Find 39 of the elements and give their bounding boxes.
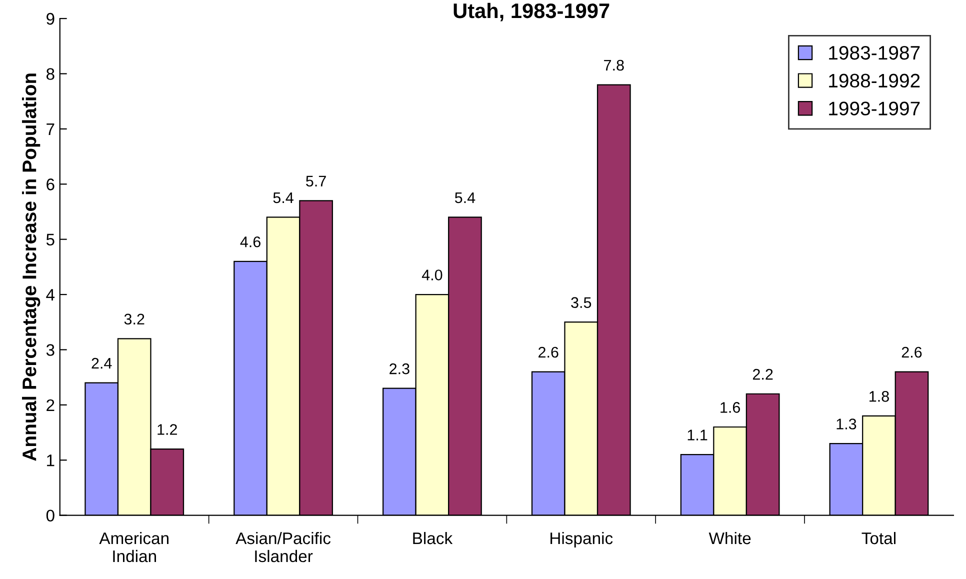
data-label: 4.0 xyxy=(422,270,442,280)
y-tick-label: 5 xyxy=(46,234,54,246)
data-label: 3.5 xyxy=(571,297,592,308)
y-tick-label: 6 xyxy=(46,178,54,190)
chart-title: Utah, 1983-1997 xyxy=(454,2,610,22)
y-tick-label: 0 xyxy=(46,510,54,522)
data-label: 2.2 xyxy=(752,368,773,380)
data-label: 1.6 xyxy=(720,402,740,413)
data-label: 2.3 xyxy=(390,363,410,374)
data-label: 2.4 xyxy=(92,358,112,369)
data-label: 1.1 xyxy=(688,430,708,440)
data-label: 1.2 xyxy=(158,424,177,435)
x-tick-label: White xyxy=(708,532,751,544)
y-tick-label: 1 xyxy=(47,454,54,466)
x-tick-label: Black xyxy=(413,532,453,544)
y-tick-label: 2 xyxy=(46,399,54,411)
legend-label: 1983-1987 xyxy=(829,46,920,60)
data-label: 3.2 xyxy=(124,314,144,325)
y-axis-title: Annual Percentage Increase in Population xyxy=(22,74,40,461)
y-tick-label: 3 xyxy=(46,344,54,356)
y-tick-label: 8 xyxy=(46,68,54,80)
y-tick-label: 7 xyxy=(46,123,54,135)
x-tick-label: Total xyxy=(862,532,896,544)
y-tick-label: 9 xyxy=(46,12,54,25)
x-tick-label: American Indian xyxy=(99,532,168,562)
data-label: 5.4 xyxy=(454,192,476,204)
x-tick-label: Hispanic xyxy=(550,532,613,548)
data-label: 1.8 xyxy=(870,391,889,402)
legend-label: 1993-1997 xyxy=(829,102,920,116)
data-label: 5.7 xyxy=(306,176,326,187)
data-label: 2.6 xyxy=(902,346,922,358)
data-label: 2.6 xyxy=(538,346,558,358)
data-label: 7.8 xyxy=(604,60,624,71)
y-tick-label: 4 xyxy=(46,289,55,301)
x-tick-label: Asian/Pacific Islander xyxy=(236,532,331,562)
legend-label: 1988-1992 xyxy=(829,74,920,88)
data-label: 1.3 xyxy=(836,418,856,430)
data-label: 5.4 xyxy=(273,192,294,204)
data-label: 4.6 xyxy=(240,236,260,248)
